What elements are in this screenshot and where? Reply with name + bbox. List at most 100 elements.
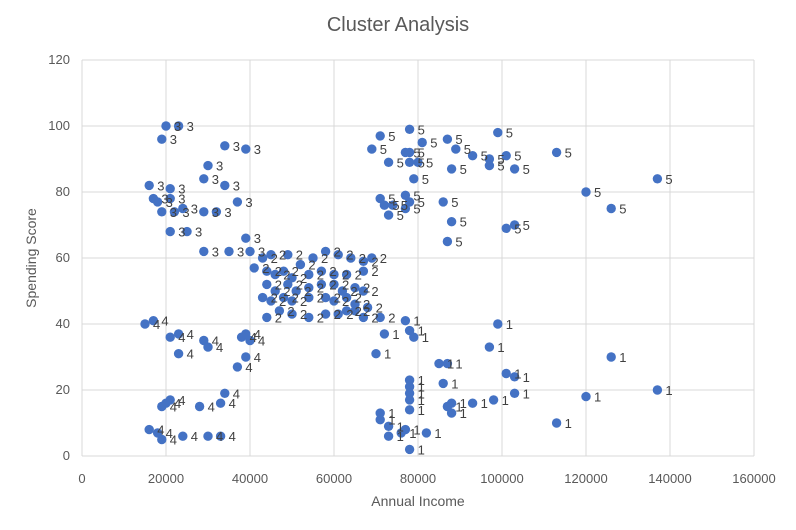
point-label: 3 [237,244,244,259]
data-point [178,203,188,214]
data-point [266,296,276,306]
point-label: 1 [418,380,425,395]
data-point [362,302,373,313]
data-point [220,141,230,151]
point-label: 3 [212,172,219,187]
data-point [203,160,213,171]
data-point [509,388,520,398]
data-point [178,431,188,441]
x-tick-label: 120000 [564,471,607,486]
data-point [329,269,339,280]
point-label: 5 [455,132,462,147]
point-label: 2 [296,248,303,263]
data-point [509,220,520,230]
point-label: 4 [161,314,168,329]
data-point [350,306,360,316]
point-label: 4 [216,340,223,355]
data-point [304,312,314,323]
data-point [157,134,167,144]
data-point [304,283,314,293]
point-label: 1 [434,426,441,441]
data-point [182,226,192,237]
point-label: 4 [178,393,185,408]
point-label: 1 [502,393,509,408]
data-point [346,253,356,263]
point-label: 2 [329,264,336,279]
point-label: 5 [392,198,399,213]
data-point [232,362,243,372]
point-label: 2 [388,310,395,325]
point-label: 2 [380,251,387,266]
data-point [371,349,381,359]
point-label: 2 [355,291,362,306]
x-tick-label: 160000 [732,471,775,486]
data-point [245,246,255,257]
data-point [383,210,394,220]
data-point [152,197,163,207]
point-label: 5 [464,142,471,157]
point-label: 5 [397,208,404,223]
point-label: 3 [174,119,181,134]
point-label: 3 [187,119,194,134]
point-label: 2 [283,284,290,299]
point-label: 2 [363,304,370,319]
data-point [400,316,411,326]
point-label: 5 [418,155,425,170]
data-point [199,207,209,217]
data-point [652,385,663,395]
data-point [446,217,457,227]
point-label: 2 [296,277,303,292]
data-point [446,408,457,418]
point-label: 2 [350,284,357,299]
point-label: 2 [376,301,383,316]
data-point [199,174,209,184]
point-label: 2 [287,304,294,319]
data-point [404,395,415,405]
point-label: 2 [317,291,324,306]
data-point [467,398,478,408]
point-label: 1 [388,413,395,428]
point-label: 1 [418,324,425,339]
x-tick-label: 140000 [648,471,691,486]
point-label: 1 [523,386,530,401]
data-point [493,319,503,329]
data-point [199,246,209,257]
data-point [262,279,272,290]
data-point [157,434,167,445]
data-point [404,157,415,167]
point-label: 3 [178,192,185,207]
data-point [404,375,415,385]
data-point [379,329,390,339]
y-tick-label: 0 [63,448,70,463]
point-label: 2 [342,294,349,309]
data-point [434,358,444,369]
point-label: 2 [317,310,324,325]
data-point [400,147,411,158]
data-point [157,401,167,412]
point-label: 2 [355,304,362,319]
point-label: 5 [426,155,433,170]
data-point [140,319,150,329]
x-tick-label: 80000 [400,471,436,486]
point-label: 2 [300,307,307,322]
point-label: 5 [497,152,504,167]
data-point [551,147,562,158]
data-point [606,203,616,214]
point-label: 5 [413,188,420,203]
point-label: 2 [363,297,370,312]
point-label: 4 [174,396,181,411]
data-point [606,352,616,362]
point-label: 5 [413,145,420,160]
data-point [484,160,495,171]
point-label: 2 [321,251,328,266]
point-label: 1 [447,357,454,372]
point-label: 3 [178,225,185,240]
point-label: 2 [334,244,341,259]
data-point [220,180,230,191]
data-point [379,200,390,210]
data-point [278,292,289,303]
point-label: 5 [514,149,521,164]
data-point [316,279,327,290]
point-label: 2 [292,264,299,279]
data-point [220,388,230,398]
